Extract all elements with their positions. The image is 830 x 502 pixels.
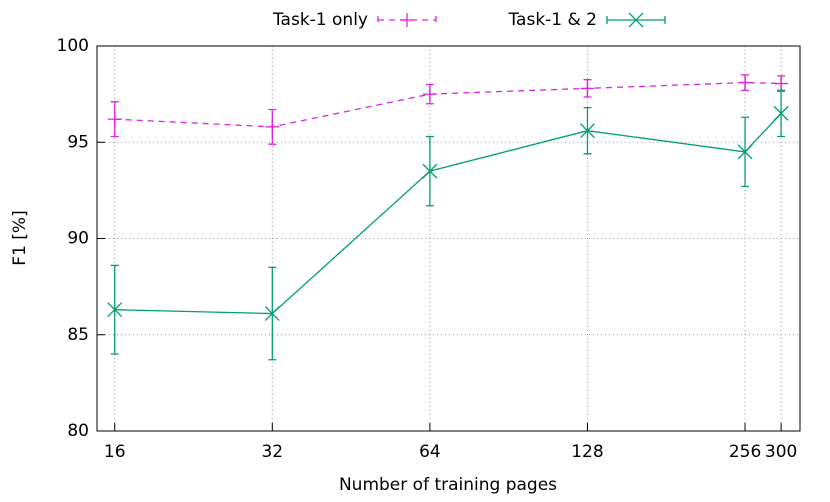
legend-label: Task-1 only	[272, 10, 368, 30]
x-tick-label: 300	[765, 442, 797, 462]
data-point	[422, 163, 438, 179]
x-axis-label: Number of training pages	[339, 475, 557, 495]
x-tick-label: 32	[261, 442, 283, 462]
data-point	[264, 306, 280, 322]
legend-marker	[628, 12, 644, 28]
y-tick-label: 100	[57, 36, 89, 56]
data-point	[580, 81, 595, 96]
y-tick-label: 85	[67, 325, 89, 345]
x-tick-label: 64	[419, 442, 441, 462]
data-point	[773, 105, 789, 121]
y-axis-label: F1 [%]	[10, 210, 30, 265]
data-point	[774, 76, 789, 91]
legend-label: Task-1 & 2	[507, 10, 597, 30]
y-tick-label: 95	[67, 132, 89, 152]
x-tick-label: 128	[571, 442, 603, 462]
data-point	[738, 75, 753, 90]
legend-sample	[377, 16, 437, 24]
data-point	[737, 144, 753, 160]
x-tick-label: 256	[729, 442, 761, 462]
legend-marker	[400, 13, 414, 27]
plot-frame	[96, 45, 801, 432]
data-point	[107, 302, 123, 318]
data-point	[580, 123, 595, 139]
y-tick-label: 80	[67, 421, 89, 441]
series-line	[114, 112, 782, 315]
data-point	[265, 119, 280, 134]
y-tick-label: 90	[67, 229, 89, 249]
x-tick-label: 16	[104, 442, 126, 462]
series-line	[114, 81, 782, 128]
data-point	[107, 112, 122, 127]
data-point	[422, 87, 437, 102]
